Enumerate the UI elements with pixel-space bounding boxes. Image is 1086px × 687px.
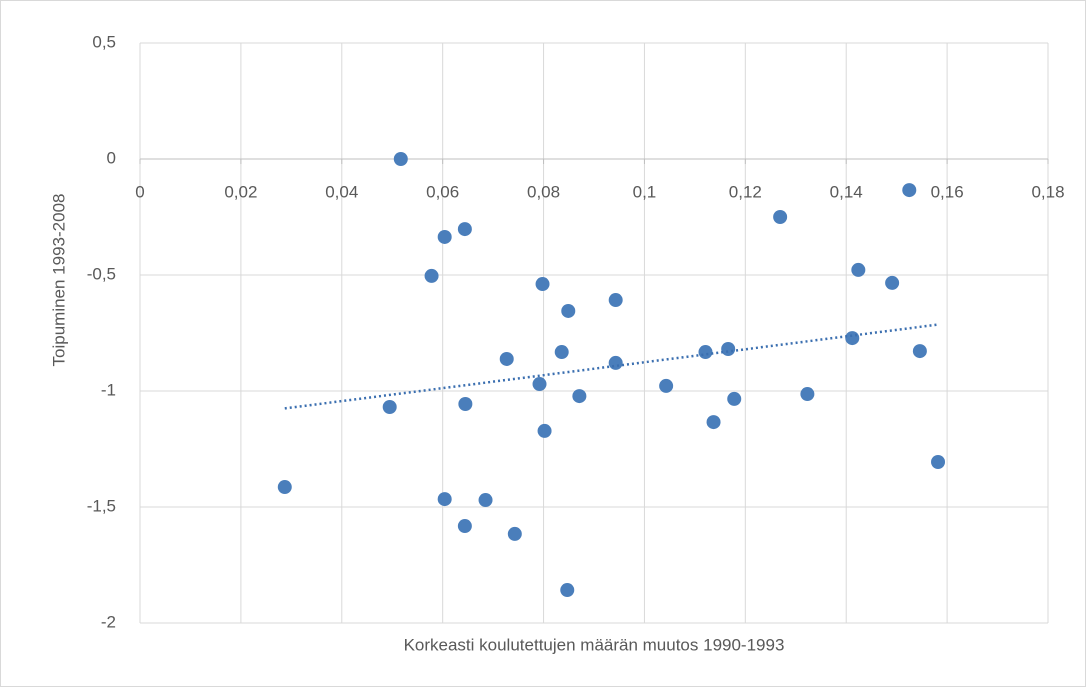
point	[537, 423, 552, 438]
point	[437, 229, 452, 244]
point	[706, 415, 721, 430]
y-tick-label: -1	[101, 380, 116, 399]
x-tick-label: 0	[135, 182, 144, 201]
point	[457, 222, 472, 237]
x-tick-label: 0,14	[830, 182, 863, 201]
point	[458, 396, 473, 411]
y-tick-label: 0	[107, 148, 116, 167]
point	[608, 293, 623, 308]
point	[727, 391, 742, 406]
y-tick-label: -2	[101, 612, 116, 631]
y-tick-label: -0,5	[87, 264, 116, 283]
point	[912, 344, 927, 359]
x-tick-label: 0,12	[729, 182, 762, 201]
point	[773, 210, 788, 224]
point	[457, 519, 472, 534]
y-axis-title: Toipuminen 1993-2008	[49, 194, 68, 367]
x-tick-label: 0,04	[325, 182, 358, 201]
point	[535, 277, 550, 292]
x-tick-label: 0,18	[1031, 182, 1064, 201]
point	[572, 389, 587, 404]
point	[382, 400, 397, 415]
y-tick-label: -1,5	[87, 496, 116, 515]
point	[478, 493, 493, 508]
point	[659, 378, 674, 393]
point	[608, 355, 623, 370]
point	[931, 454, 946, 469]
point	[902, 183, 917, 198]
point	[554, 345, 569, 360]
x-tick-label: 0,02	[224, 182, 257, 201]
point	[532, 377, 547, 392]
x-tick-label: 0,1	[633, 182, 657, 201]
point	[800, 387, 815, 402]
x-tick-label: 0,06	[426, 182, 459, 201]
point	[507, 526, 522, 541]
point	[393, 152, 408, 166]
point	[437, 492, 452, 507]
x-tick-label: 0,08	[527, 182, 560, 201]
x-axis-title: Korkeasti koulutettujen määrän muutos 19…	[404, 635, 785, 654]
point	[845, 331, 860, 346]
point	[698, 345, 713, 360]
point	[721, 342, 736, 357]
point	[424, 268, 439, 283]
point	[277, 480, 292, 495]
point	[885, 275, 900, 290]
x-tick-label: 0,16	[931, 182, 964, 201]
point	[561, 303, 576, 318]
point	[499, 351, 514, 366]
y-tick-label: 0,5	[92, 32, 116, 51]
point	[560, 583, 575, 598]
point	[851, 262, 866, 277]
